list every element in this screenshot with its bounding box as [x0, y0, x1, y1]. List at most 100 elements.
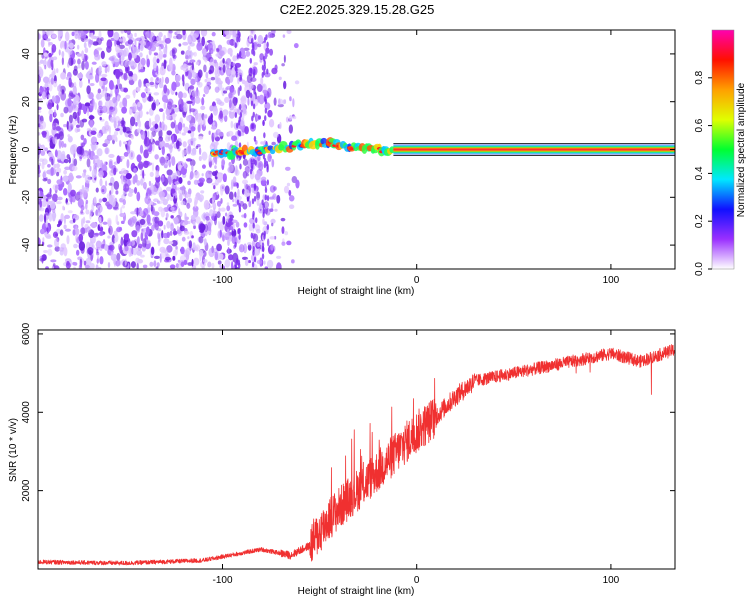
noise-speckle — [94, 209, 101, 217]
noise-speckle — [200, 30, 208, 37]
noise-speckle — [144, 231, 147, 241]
noise-speckle — [216, 191, 219, 196]
noise-speckle — [59, 85, 66, 94]
noise-speckle — [137, 44, 141, 51]
noise-speckle — [171, 156, 176, 166]
noise-speckle — [67, 210, 73, 214]
noise-speckle — [156, 127, 162, 132]
noise-speckle — [113, 59, 120, 63]
noise-speckle — [143, 160, 149, 169]
noise-speckle — [42, 91, 46, 98]
noise-speckle — [119, 54, 122, 65]
noise-streak — [235, 97, 238, 104]
noise-speckle — [44, 147, 48, 152]
noise-streak — [251, 261, 255, 268]
noise-speckle — [188, 240, 193, 249]
noise-speckle — [50, 30, 54, 35]
noise-streak — [250, 232, 254, 239]
noise-speckle — [53, 265, 60, 269]
colorbar-frame — [711, 29, 735, 270]
noise-speckle — [243, 47, 250, 51]
noise-speckle — [108, 225, 113, 236]
noise-speckle — [187, 262, 193, 266]
noise-speckle — [38, 207, 45, 212]
noise-speckle — [68, 77, 72, 88]
noise-speckle — [47, 151, 53, 157]
noise-speckle — [67, 182, 72, 193]
noise-speckle — [105, 86, 108, 92]
noise-speckle — [68, 114, 73, 124]
noise-speckle — [158, 81, 164, 89]
noise-speckle — [224, 96, 230, 104]
noise-speckle — [123, 30, 128, 34]
noise-speckle — [52, 231, 59, 238]
noise-speckle — [89, 165, 92, 172]
noise-speckle — [205, 215, 210, 221]
noise-speckle — [146, 41, 152, 50]
noise-speckle — [58, 131, 64, 141]
noise-speckle — [88, 74, 94, 80]
noise-speckle — [184, 190, 187, 199]
noise-speckle — [39, 199, 43, 208]
noise-speckle — [230, 120, 234, 129]
noise-speckle — [45, 38, 51, 42]
noise-speckle — [260, 179, 267, 187]
noise-speckle — [140, 178, 144, 186]
noise-speckle — [286, 30, 292, 35]
spectrogram-y-tick-label: 40 — [21, 48, 32, 60]
noise-speckle — [294, 80, 300, 85]
noise-speckle — [281, 63, 285, 67]
noise-speckle — [73, 266, 76, 269]
noise-speckle — [264, 184, 267, 189]
noise-speckle — [203, 85, 210, 95]
noise-speckle — [38, 106, 42, 111]
noise-speckle — [137, 101, 141, 108]
noise-speckle — [231, 228, 237, 238]
noise-speckle — [72, 261, 77, 266]
noise-speckle — [201, 164, 206, 169]
noise-speckle — [262, 218, 265, 225]
noise-speckle — [248, 200, 252, 208]
noise-speckle — [136, 262, 139, 269]
noise-streak — [238, 103, 242, 110]
noise-speckle — [167, 136, 171, 141]
noise-streak — [235, 122, 239, 129]
noise-speckle — [178, 91, 184, 100]
noise-speckle — [173, 107, 180, 113]
noise-speckle — [60, 112, 64, 118]
noise-speckle — [165, 212, 169, 219]
noise-speckle — [230, 179, 234, 189]
spectrogram-y-axis-label: Frequency (Hz) — [8, 116, 19, 185]
noise-speckle — [151, 130, 156, 137]
noise-speckle — [205, 71, 209, 79]
noise-speckle — [201, 151, 208, 161]
noise-speckle — [113, 130, 119, 136]
noise-speckle — [119, 101, 124, 109]
noise-streak — [234, 241, 237, 248]
noise-speckle — [174, 74, 181, 82]
noise-speckle — [193, 257, 200, 266]
noise-speckle — [43, 213, 47, 224]
noise-speckle — [227, 247, 230, 255]
noise-speckle — [153, 198, 159, 203]
noise-speckle — [218, 50, 225, 57]
noise-speckle — [120, 220, 125, 225]
noise-speckle — [166, 101, 173, 110]
noise-speckle — [176, 229, 182, 235]
spectrogram-plot-area — [38, 30, 675, 269]
noise-speckle — [220, 197, 223, 204]
noise-speckle — [72, 111, 78, 120]
noise-speckle — [74, 34, 79, 39]
noise-speckle — [219, 221, 224, 232]
noise-speckle — [195, 216, 201, 224]
noise-speckle — [149, 81, 155, 86]
noise-speckle — [183, 103, 188, 113]
noise-speckle — [135, 122, 138, 127]
noise-speckle — [226, 205, 231, 212]
noise-speckle — [91, 150, 94, 156]
noise-speckle — [209, 105, 214, 112]
noise-speckle — [169, 264, 176, 269]
noise-speckle — [54, 149, 58, 158]
noise-speckle — [269, 48, 274, 56]
noise-speckle — [256, 259, 263, 265]
